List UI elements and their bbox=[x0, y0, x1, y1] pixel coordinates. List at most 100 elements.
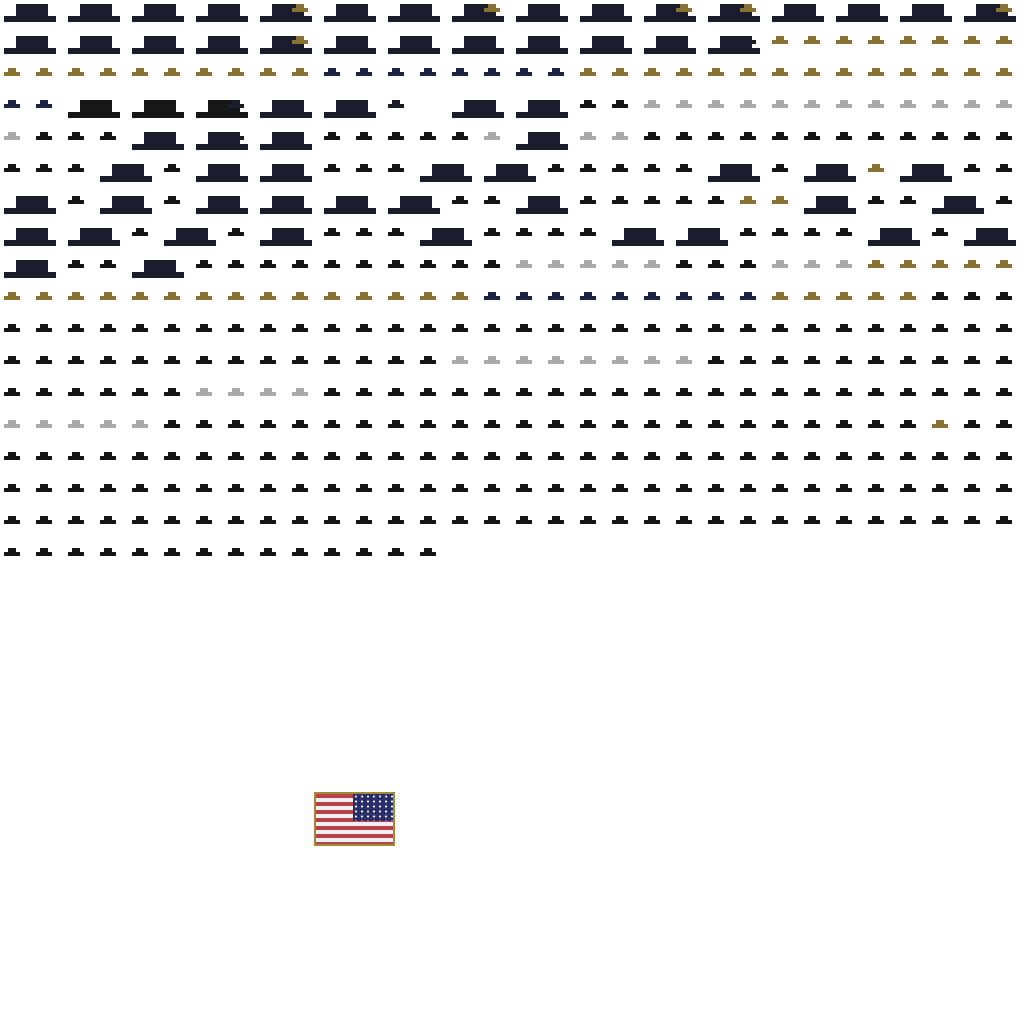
hat-brim bbox=[292, 360, 308, 364]
hat-crown bbox=[264, 356, 272, 360]
hat-brim bbox=[548, 232, 564, 236]
hat-brim bbox=[196, 72, 212, 76]
hat-crown bbox=[936, 36, 944, 40]
hat-crown bbox=[1000, 324, 1008, 328]
small-blue-hat-sprite bbox=[320, 64, 352, 96]
small-gold-hat-sprite bbox=[928, 256, 960, 288]
hat-crown bbox=[840, 100, 848, 104]
hat-brim bbox=[452, 48, 504, 54]
wide-navy-hat-sprite bbox=[96, 160, 160, 192]
hat-brim bbox=[580, 328, 596, 332]
hat-crown bbox=[232, 100, 240, 104]
hat-crown bbox=[520, 388, 528, 392]
hat-crown bbox=[680, 292, 688, 296]
hat-brim bbox=[644, 360, 660, 364]
hat-crown bbox=[424, 132, 432, 136]
hat-brim bbox=[356, 264, 372, 268]
small-black-hat-sprite bbox=[128, 224, 160, 256]
small-gold-hat-sprite bbox=[288, 0, 320, 32]
hat-crown bbox=[552, 164, 560, 168]
hat-crown bbox=[520, 484, 528, 488]
small-black-hat-sprite bbox=[320, 480, 352, 512]
small-black-hat-sprite bbox=[160, 512, 192, 544]
small-black-hat-sprite bbox=[960, 352, 992, 384]
hat-crown bbox=[552, 324, 560, 328]
hat-crown bbox=[808, 516, 816, 520]
small-black-hat-sprite bbox=[992, 160, 1024, 192]
hat-crown bbox=[680, 196, 688, 200]
small-black-hat-sprite bbox=[352, 416, 384, 448]
small-gold-hat-sprite bbox=[928, 64, 960, 96]
hat-crown bbox=[104, 356, 112, 360]
small-black-hat-sprite bbox=[576, 416, 608, 448]
hat-crown bbox=[392, 164, 400, 168]
small-black-hat-sprite bbox=[960, 128, 992, 160]
hat-brim bbox=[612, 72, 628, 76]
hat-crown bbox=[904, 132, 912, 136]
hat-crown bbox=[328, 260, 336, 264]
hat-brim bbox=[228, 392, 244, 396]
hat-crown bbox=[392, 452, 400, 456]
hat-crown bbox=[520, 260, 528, 264]
small-gold-hat-sprite bbox=[0, 288, 32, 320]
small-black-hat-sprite bbox=[992, 384, 1024, 416]
small-gold-hat-sprite bbox=[800, 32, 832, 64]
small-black-hat-sprite bbox=[96, 384, 128, 416]
hat-crown bbox=[584, 228, 592, 232]
hat-brim bbox=[836, 136, 852, 140]
hat-crown bbox=[360, 164, 368, 168]
hat-brim bbox=[36, 104, 52, 108]
hat-crown bbox=[168, 548, 176, 552]
small-black-hat-sprite bbox=[608, 384, 640, 416]
hat-crown bbox=[360, 132, 368, 136]
hat-crown bbox=[40, 68, 48, 72]
hat-crown bbox=[968, 324, 976, 328]
hat-brim bbox=[324, 424, 340, 428]
hat-crown bbox=[552, 292, 560, 296]
hat-brim bbox=[964, 40, 980, 44]
hat-brim bbox=[548, 328, 564, 332]
hat-brim bbox=[836, 296, 852, 300]
hat-brim bbox=[68, 136, 84, 140]
hat-crown bbox=[8, 548, 16, 552]
hat-brim bbox=[548, 72, 564, 76]
hat-brim bbox=[36, 296, 52, 300]
hat-brim bbox=[132, 360, 148, 364]
hat-crown bbox=[328, 68, 336, 72]
small-silver-hat-sprite bbox=[448, 352, 480, 384]
hat-brim bbox=[228, 104, 244, 108]
small-gold-hat-sprite bbox=[832, 288, 864, 320]
hat-brim bbox=[900, 296, 916, 300]
small-black-hat-sprite bbox=[736, 384, 768, 416]
hat-brim bbox=[644, 200, 660, 204]
hat-crown bbox=[936, 420, 944, 424]
small-blue-hat-sprite bbox=[736, 288, 768, 320]
hat-brim bbox=[836, 392, 852, 396]
wide-navy-hat-sprite bbox=[192, 32, 256, 64]
hat-brim bbox=[132, 48, 184, 54]
small-silver-hat-sprite bbox=[736, 96, 768, 128]
hat-crown bbox=[680, 260, 688, 264]
hat-brim bbox=[452, 264, 468, 268]
hat-crown bbox=[80, 228, 112, 240]
small-black-hat-sprite bbox=[448, 256, 480, 288]
small-black-hat-sprite bbox=[704, 352, 736, 384]
hat-crown bbox=[936, 324, 944, 328]
hat-crown bbox=[72, 68, 80, 72]
hat-crown bbox=[16, 260, 48, 272]
hat-crown bbox=[488, 228, 496, 232]
hat-crown bbox=[584, 420, 592, 424]
hat-crown bbox=[936, 356, 944, 360]
hat-crown bbox=[104, 452, 112, 456]
hat-crown bbox=[488, 68, 496, 72]
small-gold-hat-sprite bbox=[960, 64, 992, 96]
hat-crown bbox=[848, 4, 880, 16]
small-black-hat-sprite bbox=[608, 96, 640, 128]
small-gold-hat-sprite bbox=[864, 32, 896, 64]
hat-brim bbox=[356, 136, 372, 140]
hat-brim bbox=[676, 264, 692, 268]
hat-brim bbox=[388, 264, 404, 268]
hat-brim bbox=[740, 104, 756, 108]
hat-crown bbox=[400, 36, 432, 48]
wide-navy-hat-sprite bbox=[160, 224, 224, 256]
